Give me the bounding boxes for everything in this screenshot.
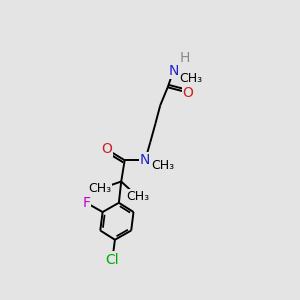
- Text: H: H: [180, 51, 190, 65]
- Text: CH₃: CH₃: [126, 190, 149, 203]
- Text: F: F: [82, 196, 90, 210]
- Text: N: N: [140, 153, 150, 167]
- Text: Cl: Cl: [106, 253, 119, 267]
- Text: CH₃: CH₃: [88, 182, 111, 195]
- Text: CH₃: CH₃: [179, 71, 203, 85]
- Text: CH₃: CH₃: [152, 159, 175, 172]
- Text: O: O: [101, 142, 112, 156]
- Text: N: N: [168, 64, 179, 78]
- Text: O: O: [183, 85, 194, 100]
